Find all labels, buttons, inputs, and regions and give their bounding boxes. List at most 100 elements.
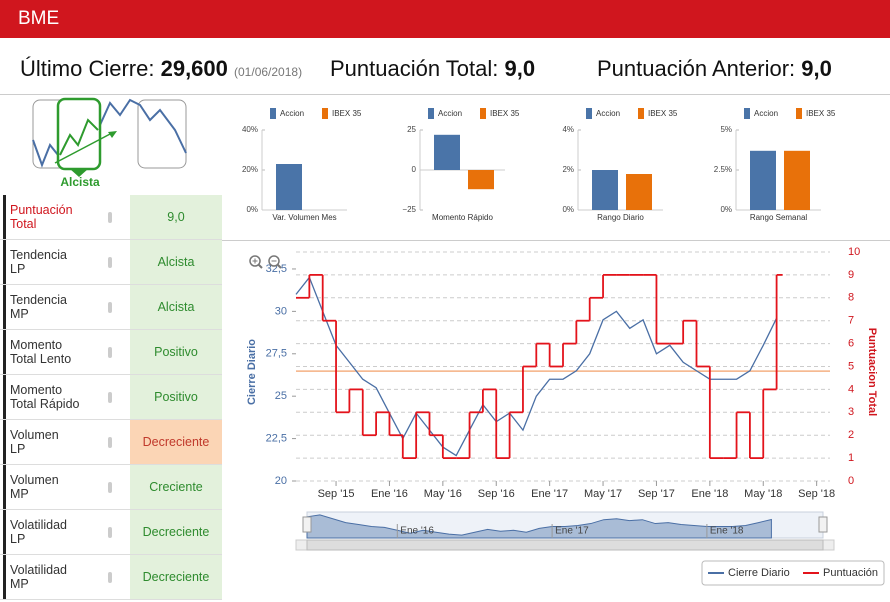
indicator-label: Volatilidad MP — [3, 555, 110, 599]
trend-icon: Alcista — [32, 97, 187, 189]
y2-tick-label: 6 — [848, 338, 854, 350]
info-icon — [108, 482, 112, 493]
bar — [626, 174, 652, 210]
x-tick-label: Sep '16 — [478, 488, 515, 500]
y-tick-label: 20% — [242, 165, 258, 174]
x-tick-label: May '17 — [584, 488, 622, 500]
y-tick-label: 0% — [246, 205, 258, 214]
indicator-status: Alcista — [130, 285, 222, 329]
x-tick-label: Ene '17 — [531, 488, 568, 500]
legend-swatch — [428, 108, 434, 119]
navigator-handle[interactable] — [302, 516, 312, 533]
y2-axis-title: Puntuacion Total — [866, 328, 878, 416]
legend-label: Accion — [280, 109, 304, 118]
y2-tick-label: 7 — [848, 315, 854, 327]
bar — [276, 164, 302, 210]
y-tick-label: 30 — [275, 305, 287, 317]
last-close: Último Cierre: 29,600 (01/06/2018) — [20, 56, 302, 82]
y-tick-label: 32,5 — [266, 263, 287, 275]
indicator-label: Momento Total Lento — [3, 330, 110, 374]
y2-tick-label: 0 — [848, 475, 854, 487]
legend-swatch — [796, 108, 802, 119]
info-icon — [108, 212, 112, 223]
indicator-row: Volumen MP Creciente — [0, 465, 222, 510]
y2-tick-label: 5 — [848, 360, 854, 372]
y-tick-label: 0% — [720, 205, 732, 214]
indicator-row: Volatilidad LP Decreciente — [0, 510, 222, 555]
legend-swatch — [270, 108, 276, 119]
legend-label: IBEX 35 — [648, 109, 678, 118]
chart-title: Momento Rápido — [432, 213, 493, 222]
legend-swatch — [322, 108, 328, 119]
label: Puntuación Anterior: — [597, 56, 796, 81]
y-tick-label: 20 — [275, 475, 287, 487]
total-score: Puntuación Total: 9,0 — [330, 56, 535, 82]
legend-label[interactable]: Cierre Diario — [728, 567, 790, 579]
header-bar: BME — [0, 0, 890, 38]
indicator-row: Tendencia MP Alcista — [0, 285, 222, 330]
legend-label: IBEX 35 — [806, 109, 836, 118]
legend-label: IBEX 35 — [332, 109, 362, 118]
indicator-status: Decreciente — [130, 510, 222, 554]
x-tick-label: Ene '16 — [371, 488, 408, 500]
legend-label[interactable]: Puntuación — [823, 567, 878, 579]
sparkline — [59, 118, 99, 156]
indicator-status: Positivo — [130, 330, 222, 374]
date: (01/06/2018) — [234, 65, 303, 79]
y2-tick-label: 8 — [848, 292, 854, 304]
label: Último Cierre: — [20, 56, 155, 81]
y-tick-label: 2.5% — [714, 165, 732, 174]
indicator-label: Tendencia LP — [3, 240, 110, 284]
y-tick-label: 27,5 — [266, 348, 287, 360]
bar — [784, 150, 810, 210]
y-tick-label: 25 — [275, 390, 287, 402]
legend-label: Accion — [754, 109, 778, 118]
trend-label: Alcista — [60, 175, 100, 189]
label: Puntuación Total: — [330, 56, 499, 81]
zoom-handle — [257, 263, 263, 269]
indicator-label: Tendencia MP — [3, 285, 110, 329]
value: 29,600 — [160, 56, 228, 81]
indicator-row: Puntuación Total 9,0 — [0, 195, 222, 240]
info-icon — [108, 392, 112, 403]
scrollbar-thumb — [306, 539, 824, 551]
navigator-handle[interactable] — [818, 516, 828, 533]
previous-score: Puntuación Anterior: 9,0 — [597, 56, 832, 82]
legend-swatch — [638, 108, 644, 119]
arrow-head — [108, 131, 117, 138]
y2-tick-label: 9 — [848, 269, 854, 281]
indicator-label: Volumen LP — [3, 420, 110, 464]
chart-title: Rango Diario — [597, 213, 644, 222]
header-title: BME — [18, 8, 60, 29]
indicator-label: Volumen MP — [3, 465, 110, 509]
indicator-label: Volatilidad LP — [3, 510, 110, 554]
indicator-label: Puntuación Total — [3, 195, 110, 239]
legend-box — [701, 560, 885, 586]
sparkline — [32, 139, 59, 168]
indicator-status: Positivo — [130, 375, 222, 419]
frame — [137, 99, 187, 169]
bar — [592, 170, 618, 210]
bar — [750, 150, 776, 210]
y-tick-label: 5% — [720, 125, 732, 134]
navigator-label: Ene '18 — [710, 526, 744, 537]
indicator-status: Creciente — [130, 465, 222, 509]
indicator-status: Decreciente — [130, 555, 222, 599]
indicator-row: Tendencia LP Alcista — [0, 240, 222, 285]
x-tick-label: May '18 — [744, 488, 782, 500]
y-tick-label: 22,5 — [266, 432, 287, 444]
zoom-handle — [276, 263, 282, 269]
indicator-status: 9,0 — [130, 195, 222, 239]
legend-swatch — [744, 108, 750, 119]
line — [295, 276, 778, 457]
x-tick-label: Sep '17 — [638, 488, 675, 500]
indicator-row: Momento Total Rápido Positivo — [0, 375, 222, 420]
navigator-area — [306, 514, 772, 539]
legend-swatch — [586, 108, 592, 119]
legend-swatch — [480, 108, 486, 119]
legend-label: Accion — [596, 109, 620, 118]
y2-tick-label: 2 — [848, 429, 854, 441]
y-tick-label: 4% — [562, 125, 574, 134]
info-icon — [108, 437, 112, 448]
